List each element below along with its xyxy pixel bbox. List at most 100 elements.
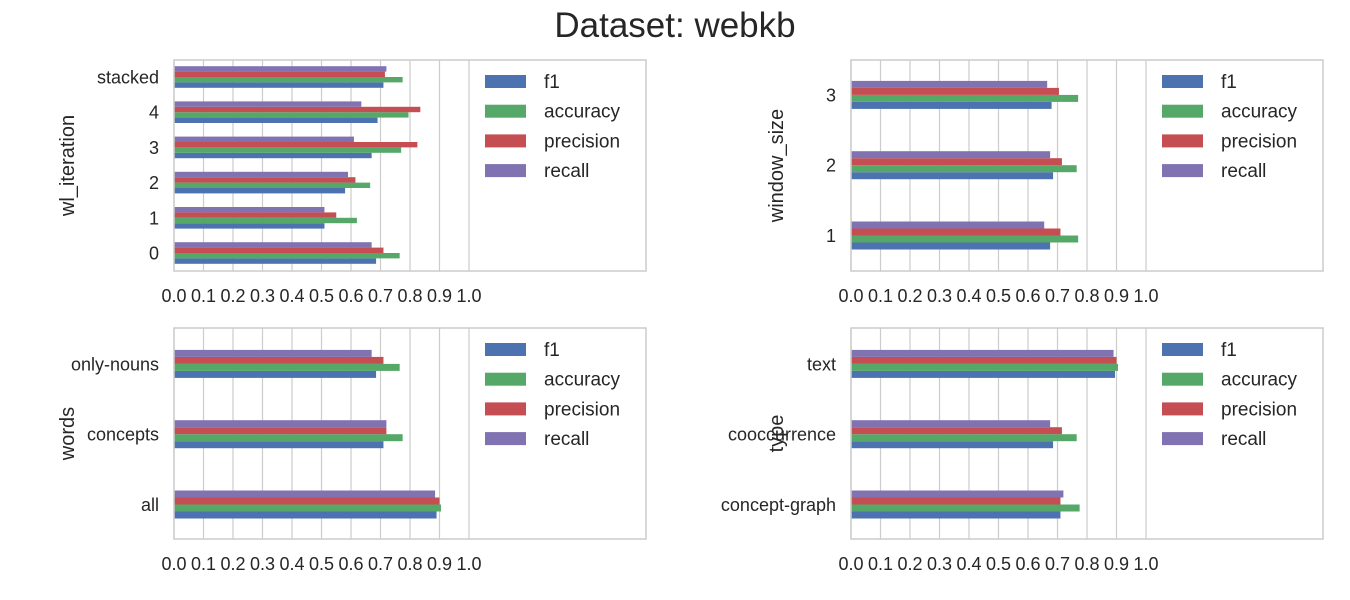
bar-precision-only-nouns — [174, 356, 384, 364]
x-tick-label: 0.7 — [368, 554, 393, 574]
y-tick-label: only-nouns — [71, 354, 159, 374]
legend-label-accuracy: accuracy — [544, 102, 621, 123]
x-tick-label: 0.7 — [368, 286, 393, 306]
bar-precision-all — [174, 497, 440, 505]
bar-precision-concept-graph — [851, 497, 1061, 505]
x-tick-label: 0.4 — [279, 554, 304, 574]
bar-f1-concepts — [174, 441, 384, 449]
y-tick-label: 3 — [149, 138, 159, 158]
legend-label-f1: f1 — [544, 340, 560, 361]
bar-accuracy-1 — [174, 217, 357, 224]
bar-precision-3 — [174, 142, 418, 148]
legend-label-f1: f1 — [1221, 340, 1237, 361]
legend: f1 accuracy precision recall — [485, 340, 621, 450]
bar-recall-1 — [174, 207, 325, 213]
legend-label-recall: recall — [1221, 161, 1266, 182]
bar-f1-0 — [174, 258, 377, 264]
y-tick-label: 2 — [826, 156, 836, 176]
bar-precision-1 — [851, 228, 1061, 236]
axes-frame — [850, 327, 1324, 540]
bar-f1-concept-graph — [851, 511, 1061, 519]
legend-label-f1: f1 — [1221, 72, 1237, 93]
axes-frame — [173, 59, 647, 272]
bar-recall-concepts — [174, 420, 387, 428]
legend-label-precision: precision — [1221, 399, 1297, 420]
bar-accuracy-cooccurrence — [851, 434, 1077, 442]
legend-swatch-f1 — [485, 75, 526, 88]
legend-label-recall: recall — [544, 429, 589, 450]
legend-swatch-accuracy — [1162, 372, 1203, 386]
bar-accuracy-4 — [174, 112, 409, 118]
x-tick-label: 0.8 — [397, 554, 422, 574]
x-tick-label: 0.2 — [220, 286, 245, 306]
bar-accuracy-concepts — [174, 434, 403, 442]
y-tick-label: 0 — [149, 244, 159, 264]
bar-accuracy-stacked — [174, 77, 403, 83]
bar-f1-cooccurrence — [851, 441, 1054, 449]
y-tick-label: 1 — [826, 226, 836, 246]
bar-precision-4 — [174, 106, 421, 113]
legend: f1 accuracy precision recall — [485, 72, 621, 182]
y-axis-label: wl_iteration — [57, 115, 79, 217]
y-axis-label: type — [766, 415, 788, 453]
bar-recall-4 — [174, 101, 362, 107]
bar-precision-concepts — [174, 427, 387, 435]
x-tick-label: 0.9 — [1104, 286, 1129, 306]
x-tick-label: 0.9 — [1104, 554, 1129, 574]
bar-f1-4 — [174, 117, 378, 123]
x-tick-label: 0.4 — [956, 286, 981, 306]
x-tick-label: 1.0 — [456, 286, 481, 306]
bar-accuracy-text — [851, 363, 1118, 371]
bar-f1-stacked — [174, 82, 384, 88]
bar-precision-0 — [174, 247, 384, 253]
x-tick-label: 0.8 — [397, 286, 422, 306]
x-tick-label: 0.9 — [427, 286, 452, 306]
legend-swatch-f1 — [485, 343, 526, 356]
subplot-wl_iteration: 0 1 2 3 4 stacked 0.0 0.1 0.2 0.3 0.4 0.5 0.6 0.7 0.8 0… — [57, 59, 647, 306]
legend: f1 accuracy precision recall — [1162, 72, 1298, 182]
legend-label-f1: f1 — [544, 72, 560, 93]
bar-recall-2 — [174, 171, 349, 178]
x-tick-label: 0.9 — [427, 554, 452, 574]
x-tick-label: 0.6 — [1015, 554, 1040, 574]
y-tick-label: concepts — [87, 425, 159, 445]
bar-recall-concept-graph — [851, 490, 1064, 498]
bar-recall-stacked — [174, 66, 387, 72]
subplot-window_size: 1 2 3 0.0 0.1 0.2 0.3 0.4 0.5 0.6 0.7 0.8 0.9 1.0 wind… — [766, 59, 1324, 306]
legend-swatch-f1 — [1162, 75, 1203, 88]
bar-accuracy-2 — [174, 182, 371, 188]
x-tick-label: 0.1 — [191, 286, 216, 306]
y-tick-label: concept-graph — [721, 495, 836, 515]
bar-f1-2 — [851, 172, 1054, 180]
x-tick-label: 0.0 — [161, 554, 186, 574]
legend-label-accuracy: accuracy — [544, 370, 621, 391]
bar-recall-text — [851, 349, 1114, 357]
bar-accuracy-2 — [851, 165, 1077, 173]
bar-accuracy-only-nouns — [174, 363, 400, 371]
bar-f1-only-nouns — [174, 370, 377, 378]
y-tick-label: 3 — [826, 85, 836, 105]
x-tick-label: 0.6 — [1015, 286, 1040, 306]
x-tick-label: 0.8 — [1074, 286, 1099, 306]
x-tick-label: 0.5 — [309, 554, 334, 574]
legend-label-precision: precision — [1221, 131, 1297, 152]
bar-recall-3 — [851, 80, 1048, 88]
y-axis-label: window_size — [766, 109, 788, 223]
bar-accuracy-1 — [851, 235, 1079, 243]
legend: f1 accuracy precision recall — [1162, 340, 1298, 450]
bar-recall-1 — [851, 221, 1045, 229]
axes-frame — [173, 327, 647, 540]
y-tick-label: stacked — [97, 68, 159, 88]
x-tick-label: 0.1 — [868, 554, 893, 574]
bar-f1-1 — [851, 242, 1051, 250]
x-tick-label: 1.0 — [456, 554, 481, 574]
bar-precision-1 — [174, 212, 337, 218]
bar-precision-stacked — [174, 71, 385, 77]
legend-swatch-precision — [485, 402, 526, 416]
bar-recall-cooccurrence — [851, 420, 1051, 428]
figure-title: Dataset: webkb — [554, 6, 795, 45]
legend-swatch-recall — [1162, 164, 1203, 178]
